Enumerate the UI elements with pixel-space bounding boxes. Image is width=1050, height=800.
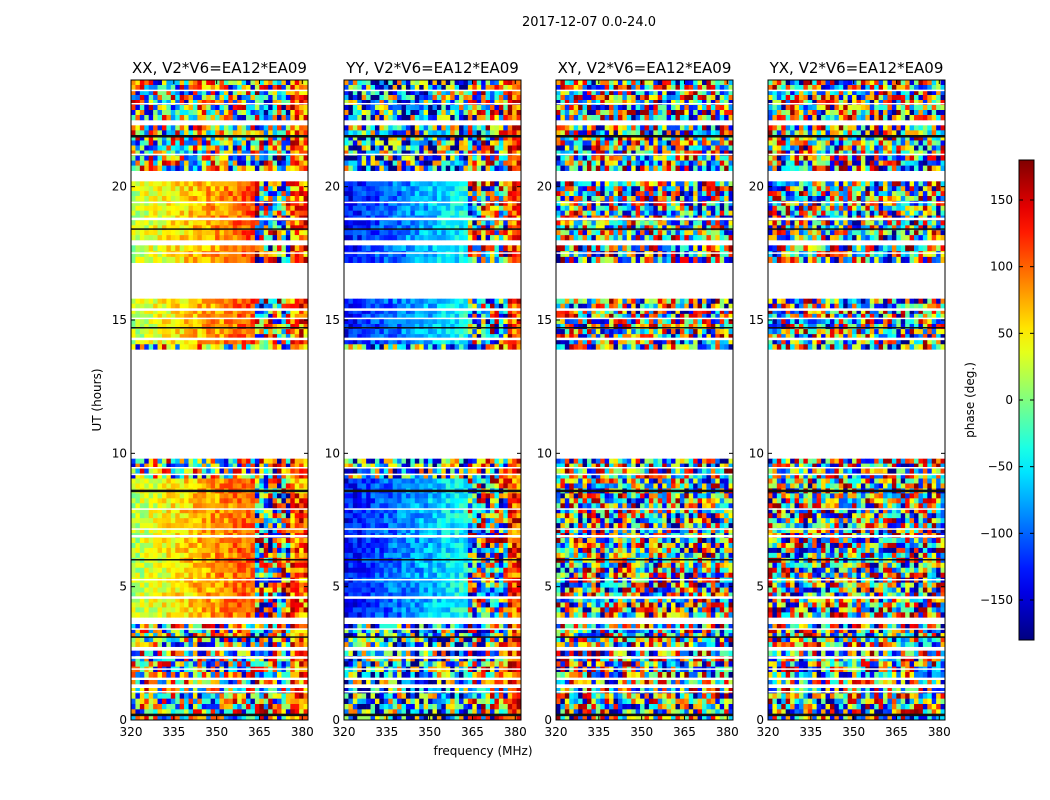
x-tick-label: 350 bbox=[842, 725, 865, 739]
panel-xy: XY, V2*V6=EA12*EA09 320 335 350 365 380 0 5 10 15… bbox=[537, 59, 739, 739]
x-tick-label: 335 bbox=[375, 725, 398, 739]
x-tick-label: 365 bbox=[461, 725, 484, 739]
x-tick-label: 380 bbox=[504, 725, 527, 739]
panel-yy: YY, V2*V6=EA12*EA09 320 335 350 365 380 0 5 10 15… bbox=[325, 59, 527, 739]
colorbar-tick-label: 150 bbox=[990, 193, 1013, 207]
x-tick-label: 320 bbox=[757, 725, 780, 739]
x-tick-label: 350 bbox=[418, 725, 441, 739]
y-tick-label: 5 bbox=[756, 580, 764, 594]
x-tick-label: 365 bbox=[885, 725, 908, 739]
panel-title-xy: XY, V2*V6=EA12*EA09 bbox=[558, 59, 732, 77]
heatmap-yy bbox=[344, 80, 521, 720]
y-tick-label: 10 bbox=[325, 446, 340, 460]
y-tick-label: 0 bbox=[119, 713, 127, 727]
colorbar-label: phase (deg.) bbox=[963, 362, 977, 438]
y-tick-label: 0 bbox=[756, 713, 764, 727]
heatmap-xy bbox=[556, 80, 733, 720]
panel-title-xx: XX, V2*V6=EA12*EA09 bbox=[132, 59, 307, 77]
x-tick-label: 335 bbox=[162, 725, 185, 739]
y-axis-label: UT (hours) bbox=[90, 368, 104, 431]
colorbar-tick-label: −100 bbox=[980, 526, 1013, 540]
y-tick-label: 5 bbox=[544, 580, 552, 594]
panel-title-yy: YY, V2*V6=EA12*EA09 bbox=[345, 59, 519, 77]
x-tick-label: 365 bbox=[673, 725, 696, 739]
y-tick-label: 5 bbox=[119, 580, 127, 594]
panel-frame-yy bbox=[343, 79, 522, 721]
heatmap-xx bbox=[131, 80, 308, 720]
y-tick-label: 15 bbox=[537, 313, 552, 327]
y-tick-label: 5 bbox=[332, 580, 340, 594]
y-tick-label: 0 bbox=[332, 713, 340, 727]
colorbar-tick-label: −50 bbox=[988, 460, 1013, 474]
x-tick-label: 350 bbox=[205, 725, 228, 739]
colorbar: −150 −100 −50 0 50 100 150 bbox=[980, 159, 1035, 641]
panel-title-yx: YX, V2*V6=EA12*EA09 bbox=[769, 59, 944, 77]
x-tick-label: 380 bbox=[928, 725, 951, 739]
heatmap-yx bbox=[768, 80, 945, 720]
x-tick-label: 335 bbox=[799, 725, 822, 739]
y-tick-label: 20 bbox=[537, 180, 552, 194]
y-tick-label: 10 bbox=[749, 446, 764, 460]
y-tick-label: 20 bbox=[112, 180, 127, 194]
y-tick-label: 20 bbox=[749, 180, 764, 194]
x-tick-label: 320 bbox=[120, 725, 143, 739]
panel-frame-xx bbox=[130, 79, 309, 721]
panel-yx: YX, V2*V6=EA12*EA09 320 335 350 365 380 0 5 10 15… bbox=[749, 59, 951, 739]
x-tick-label: 320 bbox=[545, 725, 568, 739]
x-tick-label: 335 bbox=[587, 725, 610, 739]
colorbar-tick-label: 50 bbox=[998, 326, 1013, 340]
y-tick-label: 10 bbox=[112, 446, 127, 460]
panel-xx: XX, V2*V6=EA12*EA09 320 335 350 365 380 0 5 10 15… bbox=[112, 59, 314, 739]
y-tick-label: 15 bbox=[325, 313, 340, 327]
x-tick-label: 365 bbox=[248, 725, 271, 739]
panels: XX, V2*V6=EA12*EA09 320 335 350 365 380 0 5 10 15… bbox=[112, 59, 951, 739]
colorbar-tick-label: 0 bbox=[1005, 393, 1013, 407]
x-tick-label: 380 bbox=[291, 725, 314, 739]
x-tick-label: 380 bbox=[716, 725, 739, 739]
colorbar-tick-label: 100 bbox=[990, 260, 1013, 274]
x-tick-label: 320 bbox=[333, 725, 356, 739]
colorbar-tick-label: −150 bbox=[980, 593, 1013, 607]
y-tick-label: 0 bbox=[544, 713, 552, 727]
y-tick-label: 20 bbox=[325, 180, 340, 194]
y-tick-label: 15 bbox=[749, 313, 764, 327]
x-tick-label: 350 bbox=[630, 725, 653, 739]
panel-frame-xy bbox=[555, 79, 734, 721]
y-tick-label: 15 bbox=[112, 313, 127, 327]
x-axis-label: frequency (MHz) bbox=[433, 744, 532, 758]
figure-suptitle: 2017-12-07 0.0-24.0 bbox=[522, 15, 656, 30]
y-tick-label: 10 bbox=[537, 446, 552, 460]
panel-frame-yx bbox=[767, 79, 946, 721]
